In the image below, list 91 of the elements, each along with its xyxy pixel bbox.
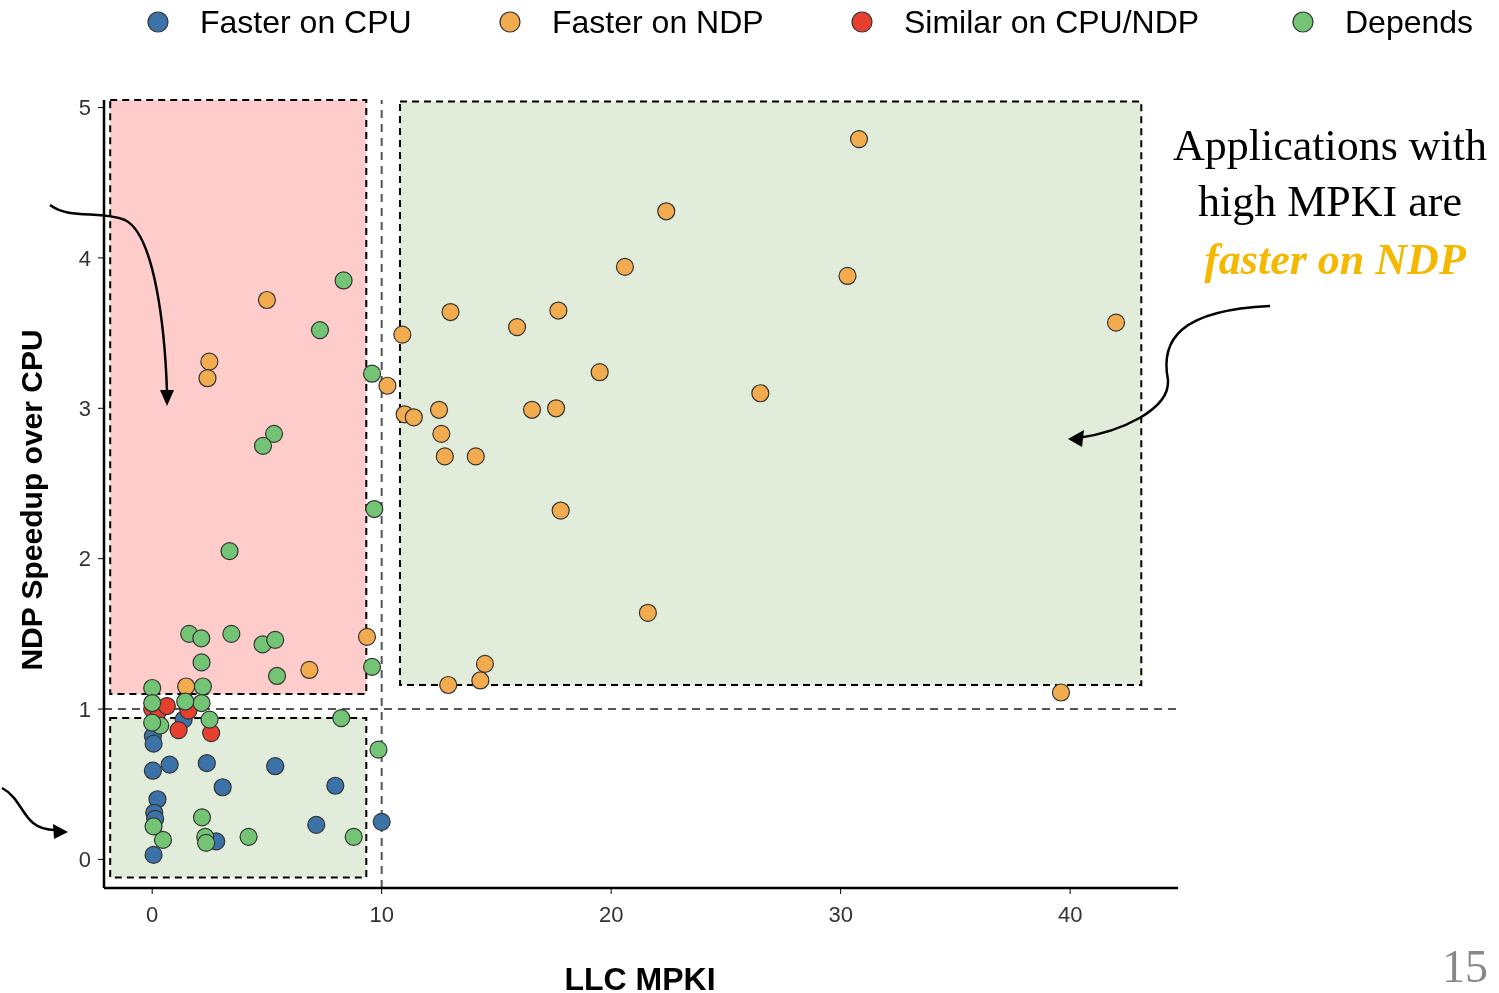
y-tick-label: 1 [78, 696, 91, 722]
point [365, 499, 384, 519]
point [429, 400, 449, 419]
point [838, 266, 857, 286]
point [144, 817, 163, 836]
point [267, 666, 287, 686]
point [441, 302, 460, 322]
point [157, 696, 176, 716]
point [344, 827, 363, 846]
point [213, 778, 232, 797]
point [144, 845, 163, 865]
legend-label: Similar on CPU/NDP [904, 4, 1200, 41]
point [160, 755, 179, 774]
point [549, 301, 568, 320]
x-tick-label: 0 [146, 902, 159, 927]
point [307, 815, 326, 834]
text: 15 [1442, 941, 1488, 992]
x-tick-label: 40 [1057, 902, 1083, 927]
y-tick-label: 2 [78, 546, 91, 572]
point [546, 399, 566, 418]
x-tick-label: 20 [598, 902, 624, 927]
point [197, 754, 216, 773]
point [466, 447, 485, 466]
point [192, 653, 211, 672]
point [393, 325, 412, 344]
text: faster on NDP [1204, 235, 1467, 284]
y-tick-label: 3 [78, 395, 91, 421]
point [300, 660, 319, 680]
point [143, 678, 162, 698]
point [192, 808, 212, 827]
point [143, 713, 162, 732]
point [253, 436, 273, 455]
point [177, 677, 196, 696]
point [1051, 683, 1071, 702]
x-tick-label: 10 [369, 902, 394, 927]
point [222, 624, 241, 643]
y-tick-label: 4 [78, 245, 91, 271]
point [372, 812, 391, 831]
point [176, 692, 195, 711]
point [192, 693, 211, 713]
point [198, 369, 217, 388]
point [551, 501, 570, 520]
point [1106, 313, 1126, 332]
point [239, 827, 258, 846]
point [266, 757, 285, 776]
point [657, 202, 676, 221]
point [200, 710, 219, 729]
point [169, 721, 188, 740]
point [751, 384, 770, 403]
point [310, 320, 330, 340]
point [369, 740, 388, 759]
point [439, 675, 458, 695]
point [266, 630, 285, 649]
y-tick-label: 0 [78, 847, 91, 873]
point [404, 408, 423, 427]
legend-label: Depends [1345, 4, 1474, 41]
x-tick-label: 30 [828, 902, 853, 927]
point [257, 290, 277, 310]
point [193, 677, 213, 696]
point [153, 830, 173, 849]
point [507, 317, 527, 337]
point [522, 400, 542, 419]
legend-label: Faster on NDP [552, 4, 764, 41]
point [334, 271, 353, 290]
point [144, 734, 163, 753]
point [849, 130, 869, 149]
point [357, 627, 377, 646]
point [197, 833, 216, 852]
point [192, 629, 211, 648]
annotation: Applications with high MPKI are [1172, 121, 1488, 226]
x-axis-title: LLC MPKI [564, 961, 716, 993]
y-tick-label: 5 [78, 95, 91, 121]
point [264, 424, 284, 443]
point [590, 363, 609, 382]
point [615, 257, 635, 277]
point [475, 654, 495, 674]
point [362, 364, 382, 383]
point [435, 447, 454, 466]
legend-label: Faster on CPU [200, 4, 412, 41]
point [638, 603, 657, 622]
point [362, 657, 382, 677]
point [332, 708, 351, 728]
point [326, 776, 345, 795]
point [471, 671, 490, 690]
point [432, 424, 451, 443]
point [143, 693, 162, 713]
y-axis-title: NDP Speedup over CPU [15, 329, 48, 671]
point [220, 542, 239, 561]
point [378, 376, 397, 395]
point [200, 352, 219, 371]
point [143, 761, 162, 780]
